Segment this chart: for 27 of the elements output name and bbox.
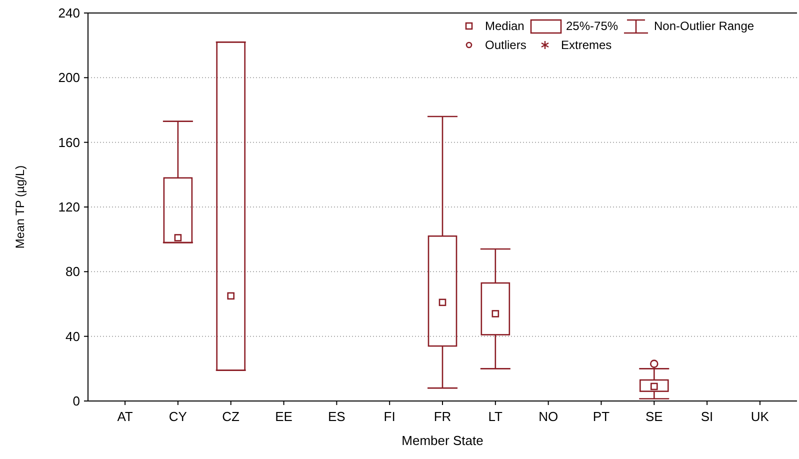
x-tick-label: EE [275, 409, 293, 424]
y-tick-label: 200 [58, 70, 80, 86]
annotation: 25%-75% [566, 19, 618, 33]
x-tick-label: FR [434, 409, 452, 424]
x-tick-label: AT [117, 409, 133, 424]
x-tick-label: NO [538, 409, 558, 424]
y-tick-label: 120 [58, 200, 80, 215]
x-tick-label: CZ [222, 409, 240, 424]
y-tick-label: 0 [72, 394, 80, 409]
annotation: Median [485, 19, 524, 33]
y-tick-label: 240 [58, 6, 80, 21]
x-tick-label: SE [645, 409, 664, 424]
x-tick-label: PT [592, 409, 610, 424]
x-axis-title: Member State [402, 433, 484, 448]
x-tick-label: SI [700, 409, 714, 424]
x-tick-label: CY [168, 409, 188, 424]
x-tick-label: ES [328, 409, 346, 424]
y-tick-label: 80 [66, 264, 80, 280]
x-tick-label: LT [488, 409, 503, 424]
x-tick-label: UK [750, 409, 770, 424]
annotation: Non-Outlier Range [654, 19, 754, 33]
x-tick-label: FI [384, 409, 396, 424]
y-axis-title: Mean TP (µg/L) [13, 165, 27, 249]
y-tick-label: 40 [66, 328, 80, 344]
y-tick-label: 160 [58, 134, 80, 150]
annotation: Outliers [485, 38, 526, 52]
annotation: Extremes [561, 38, 612, 52]
